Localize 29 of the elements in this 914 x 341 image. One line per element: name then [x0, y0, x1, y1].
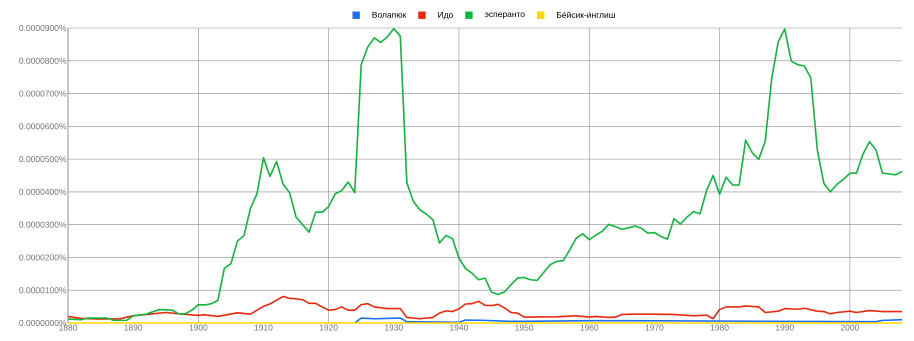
y-tick-label: 0.0000000%: [19, 320, 66, 326]
x-tick-label: 1880: [59, 324, 78, 331]
x-tick-label: 1910: [254, 324, 273, 331]
x-tick-label: 1950: [515, 324, 534, 331]
x-tick-label: 1920: [320, 324, 338, 331]
x-tick-label: 1940: [450, 324, 468, 331]
y-tick-label: 0.0000400%: [19, 188, 66, 195]
y-tick-label: 0.0000800%: [19, 58, 66, 64]
x-tick-label: 1930: [385, 324, 403, 331]
line-series: [67, 296, 903, 320]
legend-label: Идо: [438, 12, 453, 20]
legend-label: Волапюк: [372, 12, 406, 18]
y-tick-label: 0.0000600%: [19, 123, 66, 130]
y-tick-label: 0.0000100%: [19, 287, 66, 294]
line-series: [67, 28, 903, 322]
legend-label: Бе́йсик-и́нглиш: [556, 12, 615, 18]
x-tick-label: 1970: [646, 324, 664, 331]
x-tick-label: 1900: [190, 324, 208, 331]
y-tick-label: 0.0000700%: [19, 90, 66, 97]
x-tick-label: 1890: [124, 324, 142, 331]
y-tick-label: 0.0000500%: [19, 156, 66, 162]
x-tick-label: 1960: [580, 324, 598, 331]
y-tick-label: 0.0000200%: [19, 254, 66, 260]
y-tick-label: 0.0000300%: [19, 222, 66, 228]
x-tick-label: 1990: [776, 324, 794, 331]
x-tick-label: 2000: [840, 324, 859, 331]
y-tick-label: 0.0000900%: [19, 25, 66, 31]
x-tick-label: 1980: [710, 324, 729, 331]
legend-label: эсперанто: [484, 12, 525, 19]
